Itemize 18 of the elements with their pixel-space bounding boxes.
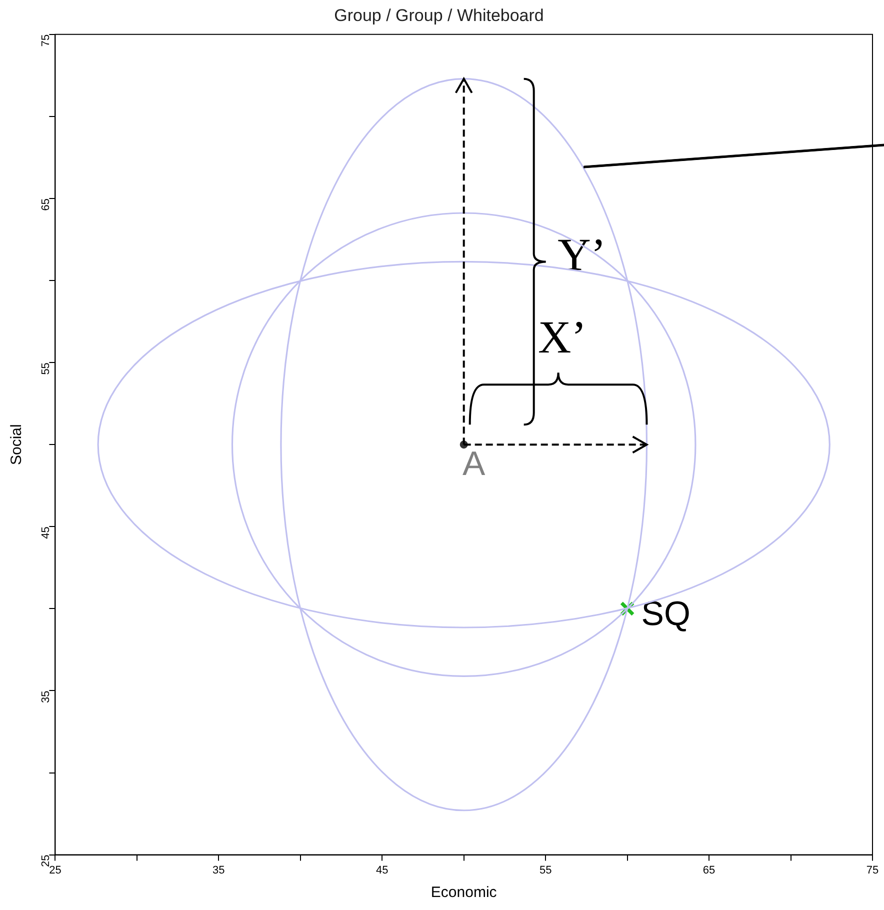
y-tick-label: 45 [40,526,52,539]
y-tick-label: 55 [40,362,52,375]
annotation: X’ [538,312,587,363]
x-axis-title: Economic [430,884,498,902]
series-label: SQ [641,595,690,634]
series-label: A [462,444,486,483]
annotation: Y’ [558,228,606,280]
x-tick-label: 45 [376,864,388,876]
chart-title: Group / Group / Whiteboard [334,6,544,25]
y-tick-label: 75 [40,34,52,47]
y-axis-title: Social [8,424,26,466]
y-tick-label: 65 [40,198,52,211]
x-tick-label: 75 [866,864,879,876]
x-tick-label: 55 [539,864,552,876]
x-tick-label: 35 [212,864,225,876]
x-tick-label: 25 [49,864,62,876]
y-tick-label: 35 [40,690,52,703]
x-tick-label: 65 [702,864,716,876]
